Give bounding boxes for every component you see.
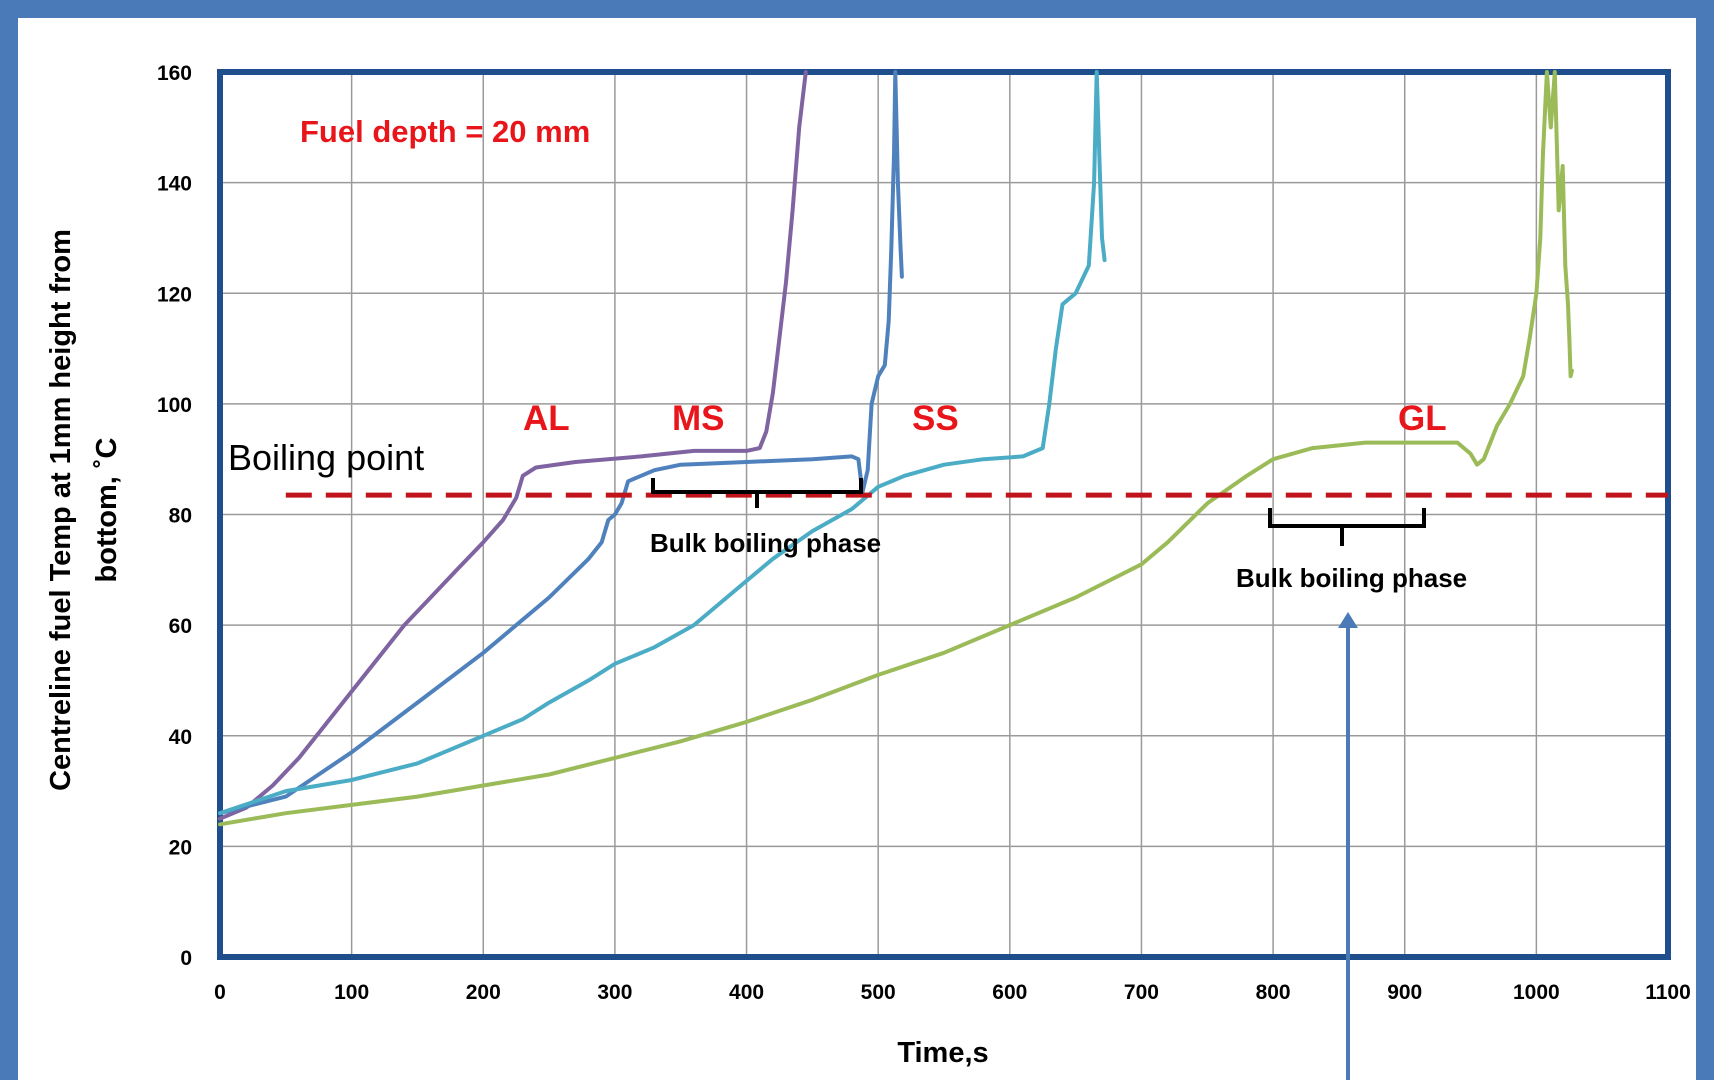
plot-border [217, 69, 1671, 960]
series-line-al [218, 70, 808, 821]
y-tick-label: 160 [157, 62, 192, 85]
x-tick-label: 1000 [1513, 981, 1560, 1004]
arrow-head [1338, 612, 1358, 628]
bulk-boiling-bracket-2 [1268, 508, 1426, 546]
boiling-point-label: Boiling point [228, 437, 424, 478]
x-tick-label: 0 [214, 981, 226, 1004]
y-tick-label: 60 [169, 615, 192, 638]
fuel-depth-label: Fuel depth = 20 mm [300, 114, 590, 149]
x-tick-label: 700 [1124, 981, 1159, 1004]
series-label-ms: MS [672, 399, 725, 438]
grid [219, 71, 1669, 958]
series [218, 70, 1668, 827]
y-tick-label: 20 [169, 836, 192, 859]
x-axis-ticks: 0 100 200 300 400 500 600 700 800 900 1000 1100 [214, 981, 1691, 1004]
x-tick-label: 200 [466, 981, 501, 1004]
x-tick-label: 100 [334, 981, 369, 1004]
x-tick-label: 800 [1256, 981, 1291, 1004]
x-tick-label: 500 [861, 981, 896, 1004]
y-tick-label: 0 [180, 947, 192, 970]
series-label-al: AL [523, 399, 570, 438]
y-axis-title-line-2: bottom, ˚C [91, 437, 123, 582]
series-line-ms [218, 70, 904, 816]
y-tick-label: 120 [157, 283, 192, 306]
x-tick-label: 300 [597, 981, 632, 1004]
x-axis-title: Time,s [897, 1037, 988, 1069]
x-tick-label: 900 [1387, 981, 1422, 1004]
y-axis-ticks: 0 20 40 60 80 100 120 140 160 [157, 62, 192, 970]
bulk-boiling-label-1: Bulk boiling phase [650, 528, 881, 558]
x-tick-label: 400 [729, 981, 764, 1004]
y-tick-label: 40 [169, 726, 192, 749]
y-axis-title: Centreline fuel Temp at 1mm height from … [45, 229, 123, 791]
series-line-gl [218, 70, 1574, 827]
y-tick-label: 100 [157, 394, 192, 417]
y-tick-label: 80 [169, 505, 192, 528]
y-tick-label: 140 [157, 173, 192, 196]
x-tick-label: 600 [992, 981, 1027, 1004]
y-axis-title-line-1: Centreline fuel Temp at 1mm height from [45, 229, 77, 791]
series-label-gl: GL [1398, 399, 1447, 438]
x-tick-label: 1100 [1645, 981, 1691, 1004]
bulk-boiling-bracket-1 [651, 478, 863, 508]
series-line-ss [218, 70, 1107, 816]
series-label-ss: SS [912, 399, 959, 438]
bulk-boiling-label-2: Bulk boiling phase [1236, 563, 1467, 593]
